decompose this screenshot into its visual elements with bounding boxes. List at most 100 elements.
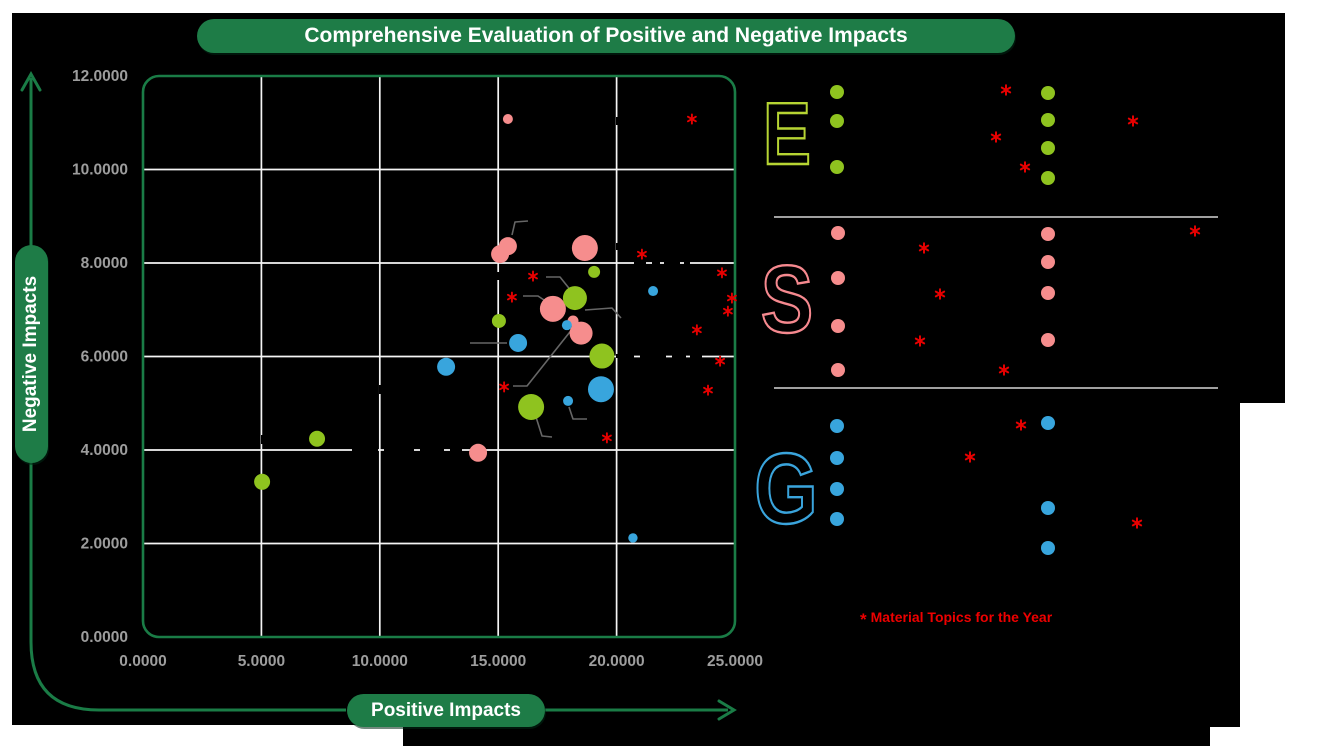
legend-letter-g: G	[754, 433, 818, 545]
y-tick-label: 4.0000	[81, 442, 128, 459]
label-occlusion-dash	[379, 385, 383, 394]
asterisk-stroke	[1127, 117, 1139, 125]
bubble	[648, 286, 659, 297]
plot-area: 0.0000 2.0000 4.0000 6.0000 8.0000 10.0000 12.…	[72, 68, 763, 670]
asterisk-stroke	[499, 383, 510, 391]
asterisk-stroke	[1015, 421, 1027, 429]
legend-material-asterisk	[990, 131, 1002, 143]
legend-topic-dot	[1041, 255, 1055, 269]
legend-topic-dot	[1041, 541, 1055, 555]
asterisk-stroke	[990, 133, 1002, 141]
legend-topic-dot	[830, 482, 844, 496]
y-tick-label: 6.0000	[81, 349, 128, 366]
label-occlusion-dash	[634, 261, 646, 265]
asterisk-stroke	[1131, 519, 1143, 527]
bubble	[498, 237, 517, 256]
legend-topic-dot	[1041, 171, 1055, 185]
bubble	[571, 235, 598, 262]
asterisk-stroke	[691, 326, 702, 334]
material-topics-note-text: Material Topics for the Year	[870, 609, 1053, 625]
legend-topic-dot	[830, 160, 844, 174]
legend-material-asterisk	[1131, 517, 1143, 529]
y-tick-label: 8.0000	[81, 255, 128, 272]
plot-border	[141, 74, 737, 639]
bubble	[539, 295, 566, 322]
bubble	[562, 286, 587, 311]
asterisk-stroke	[703, 386, 713, 394]
label-leader-line	[513, 322, 578, 387]
legend-letter-e: E	[763, 85, 811, 183]
y-tick-label: 0.0000	[81, 629, 128, 646]
label-leader-line	[511, 220, 529, 236]
bubble	[469, 443, 488, 462]
bubble	[254, 473, 271, 490]
material-topic-asterisk	[507, 291, 517, 303]
asterisk-stroke	[722, 307, 733, 315]
y-tick-label: 10.0000	[72, 162, 128, 179]
bubble	[561, 320, 572, 331]
chart-title-pill: Comprehensive Evaluation of Positive and…	[197, 19, 1015, 53]
legend-material-asterisk	[1000, 84, 1012, 96]
legend-section-s: S	[760, 225, 1201, 377]
legend-topic-dot	[831, 363, 845, 377]
label-leader-line	[568, 406, 587, 420]
material-topic-asterisk	[686, 113, 697, 125]
bubble	[309, 430, 326, 447]
material-topic-asterisk	[691, 324, 702, 336]
bubble	[587, 376, 614, 403]
legend-material-asterisk	[914, 335, 926, 347]
legend-topic-dot	[1041, 227, 1055, 241]
legend-material-asterisk	[1127, 115, 1139, 127]
material-topic-asterisk	[528, 270, 538, 282]
asterisk-stroke	[726, 294, 737, 302]
bubble	[588, 265, 601, 278]
legend-topic-dot	[1041, 141, 1055, 155]
asterisk-stroke	[686, 115, 697, 123]
asterisk-stroke	[717, 269, 727, 277]
label-leader-line	[535, 416, 553, 438]
label-occlusion-dash	[664, 261, 680, 265]
material-topic-asterisk	[637, 248, 647, 260]
asterisk-stroke	[914, 337, 926, 345]
legend-topic-dot	[830, 512, 844, 526]
label-occlusion-dash	[652, 261, 660, 265]
label-occlusion-dash	[616, 117, 620, 125]
asterisk-stroke	[1000, 86, 1012, 94]
asterisk-stroke	[934, 290, 946, 298]
x-tick-label: 0.0000	[119, 653, 166, 670]
legend-material-asterisk	[918, 242, 930, 254]
label-occlusion-dash	[420, 448, 444, 452]
bubble	[589, 343, 615, 369]
legend-topic-dot	[830, 451, 844, 465]
legend-topic-dot	[1041, 86, 1055, 100]
x-axis-label: Positive Impacts	[371, 699, 521, 721]
bubble	[502, 114, 513, 125]
background-shape	[12, 13, 1285, 746]
y-axis-label: Negative Impacts	[20, 275, 42, 433]
legend-topic-dot	[831, 319, 845, 333]
y-axis-arrow-icon	[20, 70, 42, 92]
asterisk-stroke	[507, 293, 517, 301]
legend-topic-dot	[1041, 113, 1055, 127]
label-occlusion-dash	[384, 448, 414, 452]
legend-topic-dot	[830, 114, 844, 128]
x-axis-arrow-icon	[717, 699, 737, 721]
asterisk-stroke	[637, 250, 647, 258]
bubble	[569, 321, 593, 345]
legend-letter-s: S	[761, 246, 814, 353]
label-occlusion-dash	[640, 354, 666, 358]
bubble	[563, 395, 574, 406]
material-topic-asterisk	[726, 292, 737, 304]
material-topic-asterisk	[703, 384, 713, 396]
y-axis-label-pill: Negative Impacts	[15, 245, 48, 463]
label-occlusion-dash	[690, 354, 702, 358]
legend-material-asterisk	[1015, 419, 1027, 431]
material-topic-asterisk	[601, 432, 612, 444]
legend-panel: ESG	[753, 84, 1218, 555]
label-occlusion-dash	[616, 354, 634, 358]
chart-title: Comprehensive Evaluation of Positive and…	[304, 24, 908, 47]
x-tick-label: 5.0000	[238, 653, 285, 670]
label-occlusion-dash	[672, 354, 686, 358]
